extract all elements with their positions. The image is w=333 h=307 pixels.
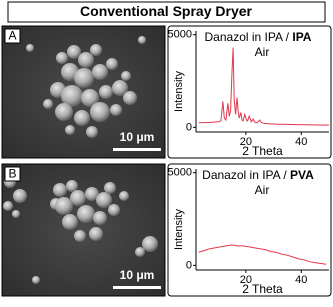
y-tick-label: 0 <box>186 121 192 133</box>
chart-title-text: Danazol in IPA / <box>202 168 287 182</box>
x-tick-label: 20 <box>240 274 252 286</box>
chart-subtitle: Air <box>255 45 270 59</box>
sem-image: A 10 μm <box>1 25 166 159</box>
data-line <box>198 244 327 265</box>
y-tick-label: 0 <box>186 259 192 271</box>
panel-label: B <box>8 167 16 181</box>
scale-bar-label: 10 μm <box>120 268 155 282</box>
sem-image: B 10 μm <box>1 163 166 297</box>
x-axis-label: 2 Theta <box>242 144 283 158</box>
chart-title: Danazol in IPA / PVA <box>202 168 314 182</box>
x-tick-label: 40 <box>295 274 307 286</box>
y-tick-label: 5000 <box>168 167 192 179</box>
y-axis-label: Intensity <box>173 209 185 250</box>
title-box <box>7 1 326 23</box>
x-axis-label: 2 Theta <box>242 282 283 296</box>
y-axis-label: Intensity <box>173 71 185 112</box>
data-line <box>198 47 330 126</box>
chart-title-text: Danazol in IPA / <box>205 30 290 44</box>
figure-title: Conventional Spray Dryer <box>80 3 252 19</box>
x-tick-label: 20 <box>240 136 252 148</box>
chart-title-bold: PVA <box>290 168 314 182</box>
panel-label: A <box>8 29 16 43</box>
plot-frame <box>167 25 332 159</box>
chart-title: Danazol in IPA / IPA <box>205 30 312 44</box>
y-tick-label: 5000 <box>168 29 192 41</box>
chart-subtitle: Air <box>255 183 270 197</box>
x-tick-label: 40 <box>295 136 307 148</box>
scale-bar-label: 10 μm <box>120 130 155 144</box>
plot-frame <box>167 163 332 297</box>
chart-title-bold: IPA <box>292 30 311 44</box>
